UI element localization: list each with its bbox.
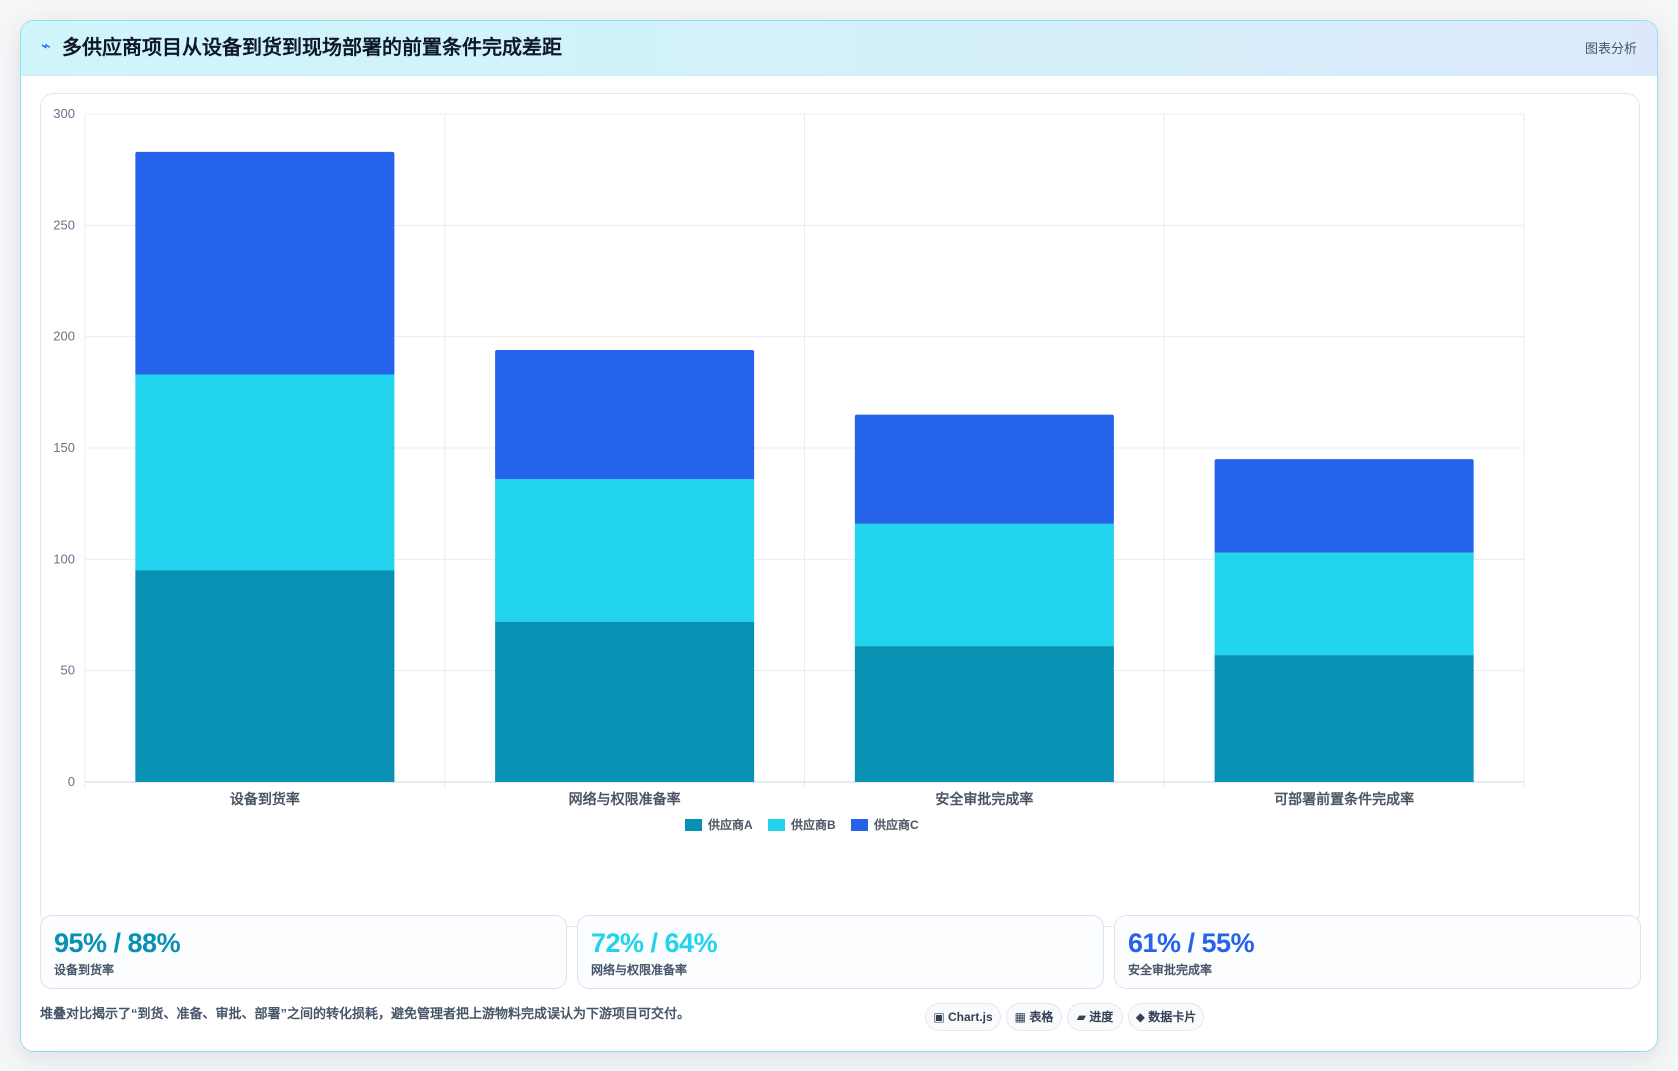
chip-progress[interactable]: ▰ 进度 xyxy=(1067,1003,1123,1031)
x-tick-label: 网络与权限准备率 xyxy=(569,791,681,807)
y-tick-label: 50 xyxy=(61,663,75,678)
legend-swatch xyxy=(851,819,868,831)
kpi-value: 72% / 64% xyxy=(591,928,718,958)
bar-segment xyxy=(854,523,1114,647)
y-tick-label: 250 xyxy=(53,217,75,232)
x-tick-label: 可部署前置条件完成率 xyxy=(1274,791,1414,807)
bar-segment xyxy=(495,350,755,480)
y-tick-label: 0 xyxy=(68,774,75,789)
bar-segment xyxy=(135,151,395,375)
kpi-card-network: 72% / 64% 网络与权限准备率 xyxy=(577,915,1104,989)
legend-swatch xyxy=(685,819,702,831)
kpi-card-arrival: 95% / 88% 设备到货率 xyxy=(40,915,567,989)
kpi-card-security: 61% / 55% 安全审批完成率 xyxy=(1114,915,1641,989)
bolt-icon: ⌁ xyxy=(41,38,51,55)
kpi-label: 设备到货率 xyxy=(54,963,115,977)
bar-segment xyxy=(135,570,395,782)
bar-segment xyxy=(495,621,755,782)
header-tag: 图表分析 xyxy=(1584,41,1637,56)
kpi-label: 安全审批完成率 xyxy=(1128,963,1213,977)
stacked-bar-chart: 0 50 100 150 200 250 300 设备到货率 网络与权限准备率 安全审批完成率 可部… xyxy=(53,106,1525,832)
bar-segment xyxy=(1214,655,1474,782)
chart-panel: 0 50 100 150 200 250 300 设备到货率 网络与权限准备率 安全审批完成率 可部… xyxy=(40,93,1640,927)
y-tick-label: 200 xyxy=(53,329,75,344)
legend-label: 供应商B xyxy=(790,817,836,832)
bar-segment xyxy=(495,479,755,622)
y-tick-label: 300 xyxy=(53,106,75,121)
kpi-value: 61% / 55% xyxy=(1128,928,1255,958)
kpi-label: 网络与权限准备率 xyxy=(591,963,688,977)
chip-data-card[interactable]: ◆ 数据卡片 xyxy=(1128,1003,1204,1031)
legend-label: 供应商A xyxy=(707,817,753,832)
legend-swatch xyxy=(768,819,785,831)
chart-note: 堆叠对比揭示了“到货、准备、审批、部署”之间的转化损耗，避免管理者把上游物料完成… xyxy=(40,1006,691,1021)
y-tick-label: 150 xyxy=(53,440,75,455)
bar-segment xyxy=(1214,552,1474,656)
chart-card: ⌁ 多供应商项目从设备到货到现场部署的前置条件完成差距 图表分析 0 50 100 1… xyxy=(20,20,1658,1052)
legend-label: 供应商C xyxy=(873,817,919,832)
y-tick-label: 100 xyxy=(53,551,75,566)
bar-segment xyxy=(135,374,395,571)
bar-segment xyxy=(1214,459,1474,553)
card-header: ⌁ 多供应商项目从设备到货到现场部署的前置条件完成差距 图表分析 xyxy=(21,21,1657,76)
x-tick-label: 安全审批完成率 xyxy=(935,791,1033,807)
bar-segment xyxy=(854,646,1114,782)
x-tick-label: 设备到货率 xyxy=(230,791,300,807)
kpi-value: 95% / 88% xyxy=(54,928,181,958)
chip-table[interactable]: ▦ 表格 xyxy=(1006,1003,1062,1031)
chip-chartjs[interactable]: ▣ Chart.js xyxy=(925,1003,1001,1031)
bar-segment xyxy=(854,414,1114,524)
page-title: 多供应商项目从设备到货到现场部署的前置条件完成差距 xyxy=(62,37,562,59)
